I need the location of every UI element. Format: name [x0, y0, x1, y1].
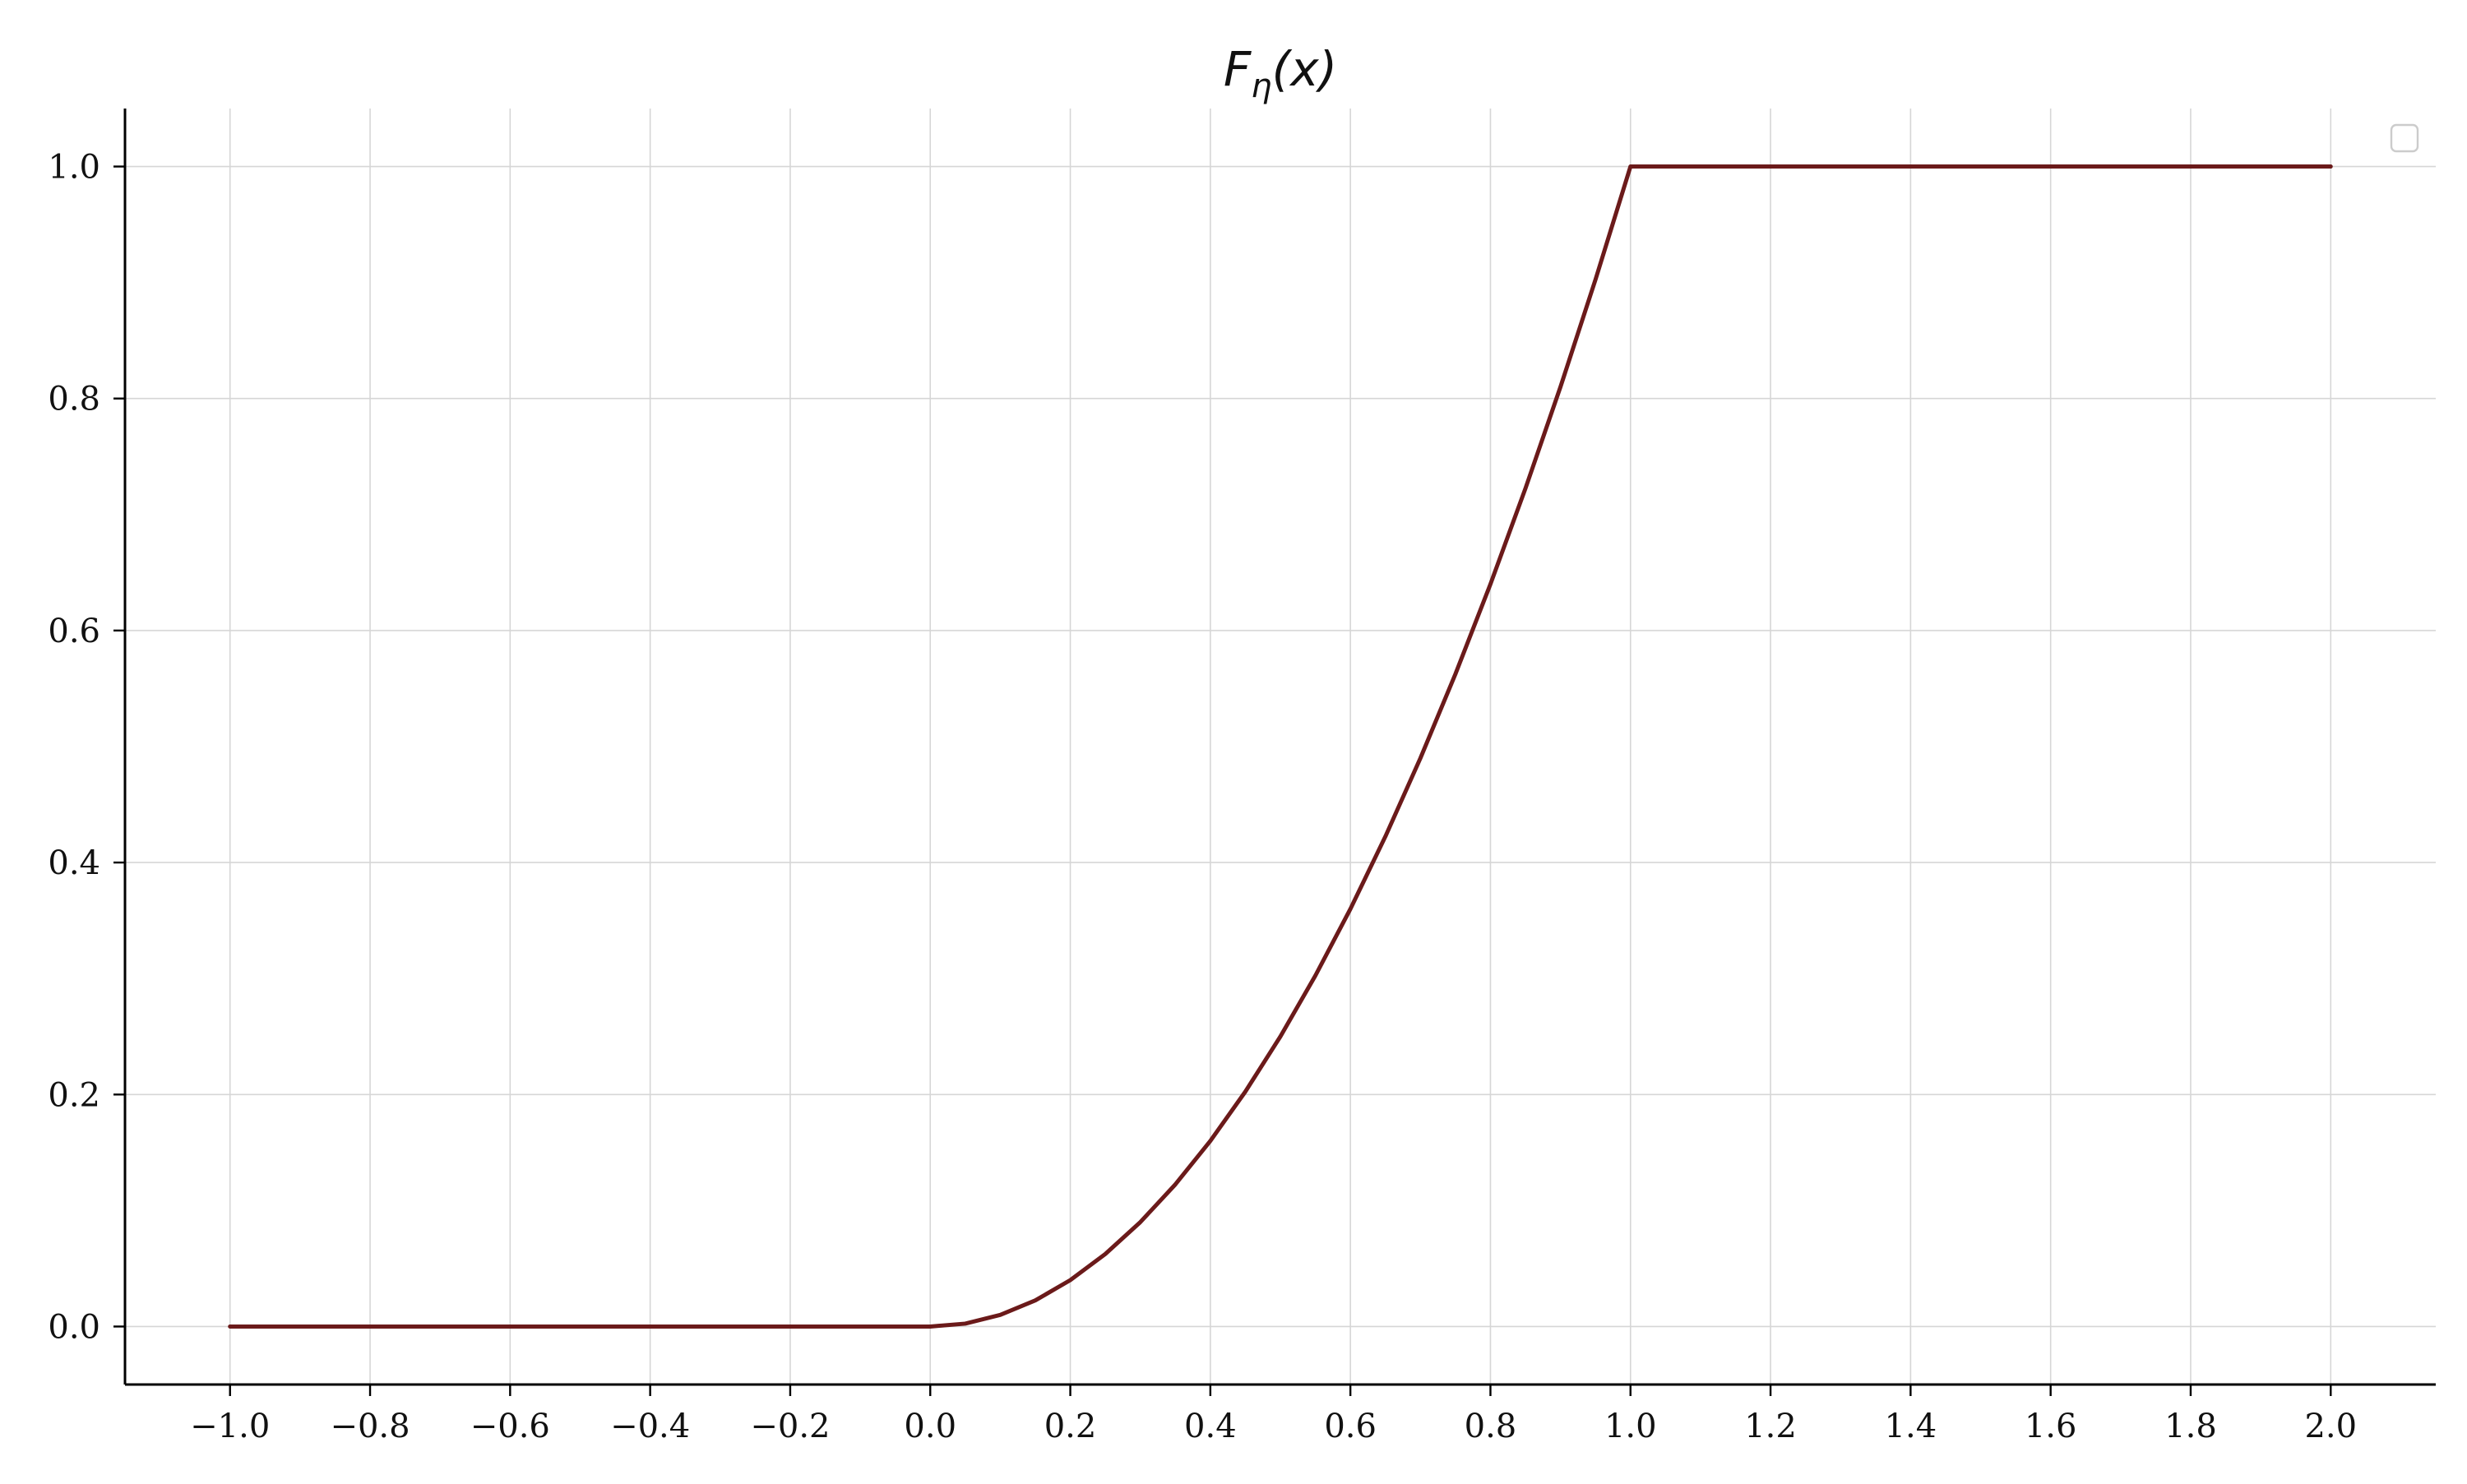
grid-layer: [125, 109, 2436, 1385]
ticks-layer: −1.0 −0.8 −0.6 −0.4 −0.2 0.0 0.2 0.4 0.6 0.8 1.0 1.…: [48, 149, 2357, 1445]
y-tick-label: 0.6: [48, 613, 100, 650]
x-tick-label: −0.4: [610, 1408, 690, 1445]
x-tick-label: 1.0: [1604, 1408, 1657, 1445]
x-tick-label: 2.0: [2304, 1408, 2357, 1445]
series-line: [228, 164, 2333, 1329]
x-tick-label: 0.6: [1324, 1408, 1377, 1445]
series-layer: [228, 164, 2333, 1329]
x-tick-label: −0.6: [470, 1408, 550, 1445]
x-tick-label: 1.6: [2025, 1408, 2077, 1445]
x-tick-label: 0.4: [1184, 1408, 1237, 1445]
y-tick-label: 0.8: [48, 381, 100, 418]
title-layer: Fη(x): [1224, 41, 1337, 105]
y-tick-label: 0.0: [48, 1308, 100, 1346]
x-tick-label: 1.2: [1744, 1408, 1797, 1445]
y-tick-label: 0.2: [48, 1076, 100, 1114]
x-tick-label: 1.4: [1885, 1408, 1937, 1445]
legend-layer: [2390, 123, 2419, 153]
legend-box: [2390, 123, 2419, 153]
x-tick-label: 1.8: [2164, 1408, 2217, 1445]
y-tick-label: 1.0: [48, 149, 100, 187]
x-tick-label: 0.0: [904, 1408, 956, 1445]
x-tick-label: 0.2: [1044, 1408, 1097, 1445]
x-tick-label: −0.2: [750, 1408, 830, 1445]
x-tick-label: −0.8: [330, 1408, 410, 1445]
x-tick-label: 0.8: [1465, 1408, 1517, 1445]
chart-title: Fη(x): [1224, 41, 1337, 105]
axes-layer: [123, 109, 2436, 1386]
x-tick-label: −1.0: [190, 1408, 270, 1445]
y-tick-label: 0.4: [48, 844, 100, 882]
